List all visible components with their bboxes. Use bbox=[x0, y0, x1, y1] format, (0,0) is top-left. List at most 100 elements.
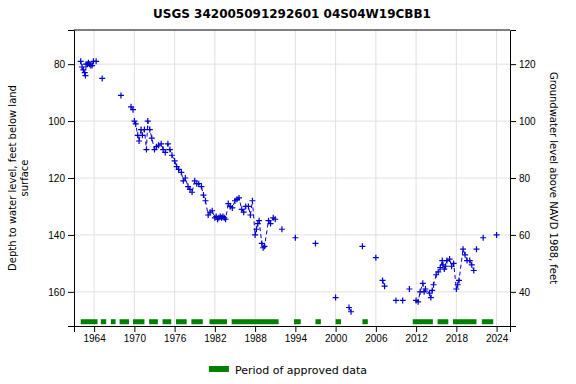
tick-label: 100 bbox=[48, 116, 65, 127]
tick: 160 bbox=[48, 287, 74, 298]
tick-mark bbox=[497, 326, 498, 332]
point bbox=[480, 235, 486, 241]
point bbox=[202, 198, 208, 204]
approved-period bbox=[315, 319, 320, 324]
point bbox=[253, 226, 259, 232]
tick-label: 120 bbox=[48, 173, 65, 184]
point bbox=[469, 262, 475, 268]
approved-period bbox=[149, 319, 158, 324]
point bbox=[421, 289, 427, 295]
tick-mark bbox=[510, 292, 516, 293]
series bbox=[128, 104, 136, 113]
point bbox=[133, 121, 139, 127]
point bbox=[249, 198, 255, 204]
tick-label: 40 bbox=[519, 287, 531, 298]
tick-mark bbox=[255, 326, 256, 332]
point bbox=[169, 152, 175, 158]
point bbox=[221, 215, 227, 221]
point bbox=[165, 141, 171, 147]
tick: 100 bbox=[510, 116, 536, 127]
point bbox=[93, 58, 99, 64]
point bbox=[261, 243, 267, 249]
tick-label: 2024 bbox=[486, 333, 509, 344]
tick-label: 80 bbox=[519, 173, 531, 184]
point bbox=[431, 282, 437, 288]
point bbox=[245, 203, 251, 209]
approved-period bbox=[163, 319, 172, 324]
tick-label: 2018 bbox=[446, 333, 469, 344]
tick: 1994 bbox=[285, 326, 308, 344]
tick: 40 bbox=[510, 287, 531, 298]
tick-label: 1964 bbox=[83, 333, 106, 344]
grid-line bbox=[74, 234, 510, 235]
point bbox=[312, 240, 318, 246]
legend-swatch bbox=[209, 366, 229, 372]
point bbox=[182, 175, 188, 181]
tick: 80 bbox=[54, 59, 74, 70]
point bbox=[292, 235, 298, 241]
point bbox=[406, 286, 412, 292]
tick-mark bbox=[134, 326, 135, 332]
tick-mark bbox=[456, 326, 457, 332]
legend: Period of approved data bbox=[209, 364, 367, 377]
point bbox=[189, 189, 195, 195]
approved-period bbox=[209, 319, 226, 324]
point bbox=[422, 286, 428, 292]
approved-period bbox=[81, 319, 98, 324]
tick-mark bbox=[68, 121, 74, 122]
axis: 1964197019761982198819942000200620122018… bbox=[75, 326, 511, 344]
tick-mark bbox=[94, 326, 95, 332]
point bbox=[178, 169, 184, 175]
tick-mark bbox=[416, 326, 417, 332]
series bbox=[99, 75, 105, 81]
series bbox=[406, 286, 412, 292]
axis: 80 100 120 140 160 bbox=[48, 31, 74, 327]
tick-mark bbox=[336, 326, 337, 332]
grid-line bbox=[74, 178, 510, 179]
point bbox=[141, 127, 147, 133]
tick-label: 60 bbox=[519, 230, 531, 241]
marks bbox=[78, 58, 500, 324]
tick-label: 80 bbox=[54, 59, 66, 70]
point bbox=[359, 243, 365, 249]
series bbox=[333, 295, 339, 301]
point bbox=[456, 277, 462, 283]
approved-period bbox=[294, 319, 301, 324]
tick: 80 bbox=[510, 173, 531, 184]
approved-period bbox=[413, 319, 433, 324]
series bbox=[373, 255, 379, 261]
approved-period bbox=[176, 319, 187, 324]
point bbox=[256, 218, 262, 224]
grid-line bbox=[74, 64, 510, 65]
point bbox=[268, 221, 274, 227]
tick-label: 2012 bbox=[405, 333, 428, 344]
series-line bbox=[134, 121, 275, 248]
legend-label: Period of approved data bbox=[235, 364, 367, 377]
approved-period bbox=[482, 319, 493, 324]
tick: 140 bbox=[48, 230, 74, 241]
point bbox=[447, 256, 453, 262]
series bbox=[118, 92, 124, 98]
approved-period bbox=[336, 319, 341, 324]
tick: 1988 bbox=[244, 326, 267, 344]
point bbox=[415, 299, 421, 305]
tick-label: 1970 bbox=[124, 333, 147, 344]
tick: 60 bbox=[510, 230, 531, 241]
tick-label: 2000 bbox=[325, 333, 348, 344]
approved-period bbox=[453, 319, 476, 324]
title: USGS 342005091292601 04S04W19CBB1 bbox=[153, 7, 431, 21]
series bbox=[380, 277, 388, 289]
axis: 406080100120 bbox=[510, 31, 536, 327]
point bbox=[260, 245, 266, 251]
tick-mark bbox=[295, 326, 296, 332]
point bbox=[139, 132, 145, 138]
point bbox=[441, 266, 447, 272]
point bbox=[393, 297, 399, 303]
point bbox=[200, 192, 206, 198]
tick-mark bbox=[68, 178, 74, 179]
tick-label: 140 bbox=[48, 230, 65, 241]
point bbox=[209, 208, 215, 214]
tick-label: 100 bbox=[519, 116, 536, 127]
axis-line bbox=[511, 31, 517, 327]
series bbox=[279, 226, 285, 232]
